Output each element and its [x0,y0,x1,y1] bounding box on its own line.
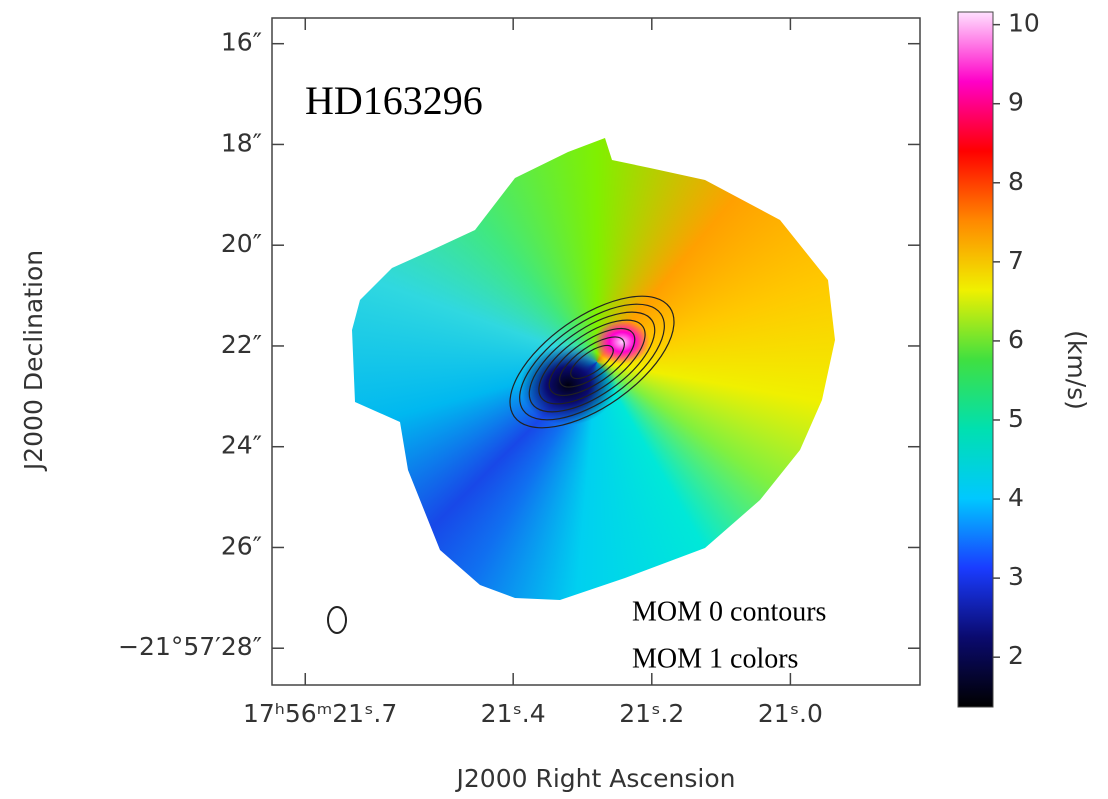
colorbar-tick-label: 5 [1008,404,1024,433]
y-tick-label: 24″ [221,431,262,460]
colorbar-tick-label: 3 [1008,562,1024,591]
colorbar-tick-label: 9 [1008,88,1024,117]
x-tick-label: 17ʰ56ᵐ21ˢ.7 [243,699,397,728]
chart-title: HD163296 [305,78,483,123]
y-tick-label: −21°57′28″ [118,632,262,661]
y-axis-title: J2000 Declination [19,250,48,472]
x-axis-title: J2000 Right Ascension [455,764,736,793]
colorbar-tick-label: 10 [1008,9,1040,38]
beam [327,606,347,634]
y-tick-label: 20″ [221,229,262,258]
contours [509,295,675,429]
x-tick-label: 21ˢ.0 [758,699,823,728]
x-tick-label: 21ˢ.2 [619,699,684,728]
colorbar-tick-label: 8 [1008,167,1024,196]
colorbar-tick-label: 6 [1008,325,1024,354]
colorbar-tick-label: 2 [1008,641,1024,670]
colorbar [957,11,994,708]
y-tick-label: 26″ [221,531,262,560]
plot-frame [271,17,921,686]
x-tick-label: 21ˢ.4 [481,699,546,728]
annotation: MOM 0 contours [632,596,826,627]
colorbar-title: (km/s) [1062,330,1091,410]
y-tick-label: 16″ [221,28,262,57]
colorbar-tick-label: 7 [1008,246,1024,275]
y-tick-label: 22″ [221,330,262,359]
colorbar-tick-label: 4 [1008,483,1024,512]
annotation: MOM 1 colors [632,643,798,674]
y-tick-label: 18″ [221,128,262,157]
